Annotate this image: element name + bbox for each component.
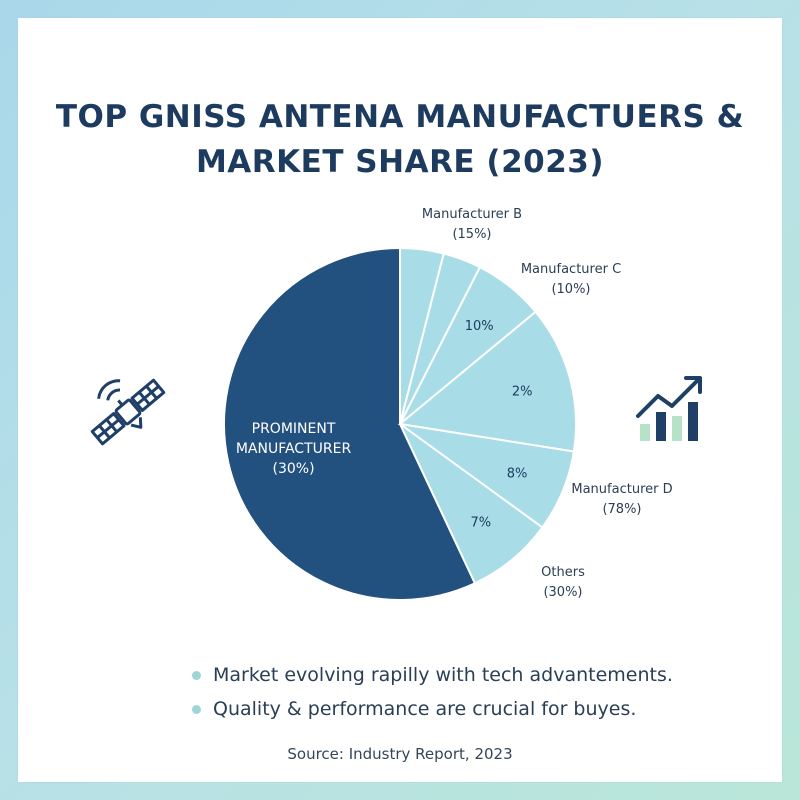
source-caption: Source: Industry Report, 2023 (287, 745, 513, 763)
slice-label: 10% (465, 319, 494, 334)
outside-label: Others (30%) (541, 565, 585, 600)
slice-label: 7% (470, 516, 491, 531)
bullet-icon (192, 704, 201, 714)
note-text: Quality & performance are crucial for bu… (213, 698, 637, 720)
pie-outside-labels: Manufacturer B (15%) Manufacturer C (10%) Ma… (422, 207, 673, 600)
slice-label: 8% (507, 466, 528, 481)
bullet-icon (192, 670, 201, 680)
slice-label: PROMINENT MANUFACTURER (30%) (236, 421, 352, 477)
outside-label: Manufacturer C (10%) (521, 262, 621, 297)
pie-slice-labels: PROMINENT MANUFACTURER (30%) 10% 2% 8% 7% (236, 319, 533, 531)
chart-title: TOP GNISS ANTENA MANUFACTUERS & MARKET S… (0, 95, 800, 185)
satellite-icon (90, 378, 166, 446)
outside-label: Manufacturer D (78%) (571, 482, 672, 517)
note-item: Market evolving rapilly with tech advant… (192, 658, 712, 692)
pie-slice (399, 423, 544, 585)
pie-slice (397, 310, 577, 453)
key-notes: Market evolving rapilly with tech advant… (192, 658, 712, 726)
note-text: Market evolving rapilly with tech advant… (213, 664, 673, 686)
title-line-2: MARKET SHARE (2023) (195, 144, 605, 180)
slice-label: 2% (512, 385, 533, 400)
note-item: Quality & performance are crucial for bu… (192, 692, 712, 726)
growth-chart-icon (636, 376, 702, 441)
title-line-1: TOP GNISS ANTENA MANUFACTUERS & (55, 99, 745, 135)
pie-slice (223, 246, 477, 601)
outside-label: Manufacturer B (15%) (422, 207, 522, 242)
pie-slices (223, 246, 577, 601)
